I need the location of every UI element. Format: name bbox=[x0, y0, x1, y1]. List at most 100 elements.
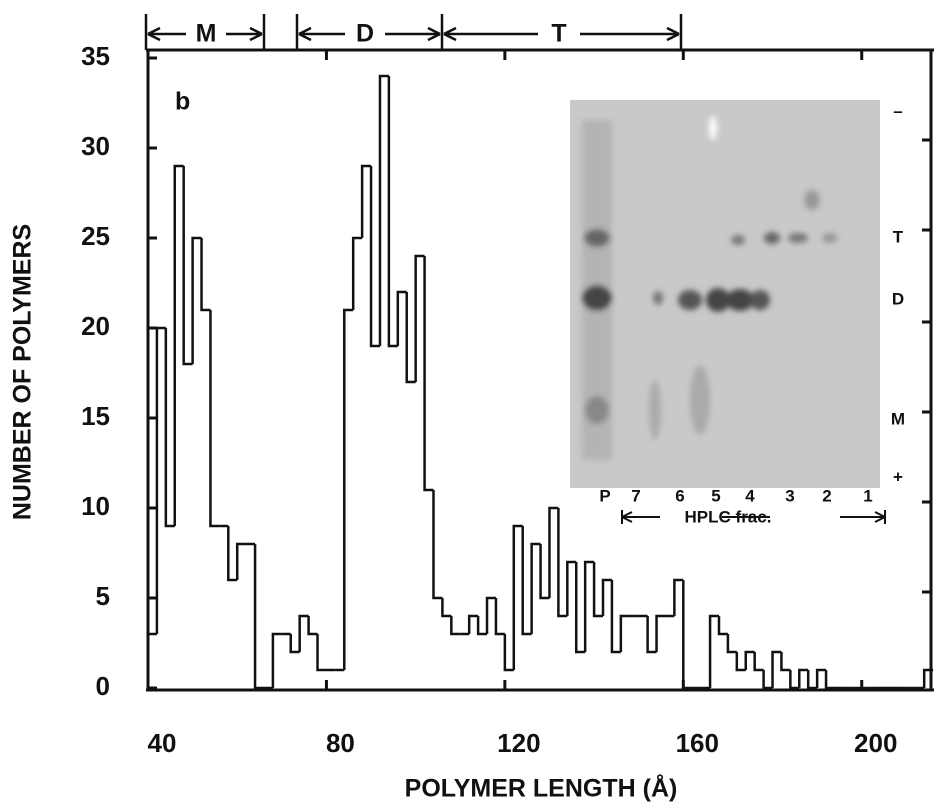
histogram-step bbox=[655, 614, 666, 652]
histogram-step bbox=[708, 614, 719, 688]
histogram-step bbox=[503, 634, 514, 672]
histogram-step bbox=[343, 308, 354, 670]
gel-lane-label: 5 bbox=[711, 486, 720, 505]
gel-marker-label: – bbox=[893, 101, 902, 120]
x-tick-label: 160 bbox=[676, 728, 719, 758]
y-tick-label: 30 bbox=[81, 131, 110, 161]
gel-marker-label: + bbox=[893, 467, 903, 486]
histogram-step bbox=[512, 524, 523, 670]
histogram-step bbox=[485, 596, 496, 634]
histogram-step bbox=[298, 614, 309, 652]
histogram-step bbox=[369, 166, 380, 348]
gel-arrow bbox=[621, 510, 886, 524]
bracket-label: T bbox=[551, 20, 566, 48]
histogram-step bbox=[378, 74, 389, 346]
gel-marker-label: D bbox=[892, 289, 904, 308]
histogram-step bbox=[182, 166, 193, 366]
y-axis-title: NUMBER OF POLYMERS bbox=[9, 224, 37, 520]
histogram-step bbox=[530, 542, 541, 634]
gel-lane-label: P bbox=[599, 486, 610, 505]
histogram-step bbox=[762, 670, 773, 690]
histogram-step bbox=[414, 254, 425, 382]
x-tick-label: 40 bbox=[148, 728, 177, 758]
histogram-step bbox=[557, 508, 568, 618]
histogram-step bbox=[922, 668, 934, 688]
histogram-step bbox=[735, 652, 746, 672]
histogram-step bbox=[351, 236, 363, 310]
histogram-step bbox=[815, 668, 827, 688]
histogram-step bbox=[789, 670, 800, 690]
histogram-step bbox=[227, 526, 238, 582]
histogram-step bbox=[521, 526, 532, 636]
histogram-step bbox=[405, 292, 416, 384]
histogram-step bbox=[574, 562, 586, 654]
y-tick-label: 15 bbox=[81, 401, 110, 431]
gel-lane-label: 4 bbox=[745, 486, 755, 505]
histogram-step bbox=[771, 650, 782, 688]
gel-marker-label: M bbox=[891, 409, 905, 428]
histogram-step bbox=[253, 544, 264, 690]
y-tick-label: 10 bbox=[81, 491, 110, 521]
histogram-step bbox=[673, 578, 684, 616]
histogram-step bbox=[396, 290, 407, 346]
histogram-step bbox=[806, 670, 818, 690]
histogram-step bbox=[717, 616, 728, 636]
histogram-step bbox=[592, 562, 604, 618]
histogram-step bbox=[387, 76, 398, 348]
histogram-step bbox=[798, 668, 809, 688]
brackets bbox=[144, 14, 683, 50]
gel-caption-bg bbox=[770, 507, 840, 527]
histogram-step bbox=[494, 598, 505, 636]
histogram-step bbox=[610, 580, 621, 654]
histogram-step bbox=[539, 544, 550, 600]
histogram-step bbox=[780, 652, 791, 672]
histogram-step bbox=[441, 598, 452, 618]
right-ticks bbox=[922, 138, 931, 594]
gel-bands bbox=[582, 116, 838, 460]
bracket-label: M bbox=[196, 20, 217, 48]
histogram-step bbox=[155, 326, 166, 634]
histogram-step bbox=[619, 614, 630, 652]
gel-lane-label: 6 bbox=[675, 486, 684, 505]
histogram-step bbox=[164, 328, 175, 528]
histogram-step bbox=[271, 632, 282, 688]
histogram-step bbox=[432, 490, 443, 600]
y-tick-label: 20 bbox=[81, 311, 110, 341]
gel-inset: HPLC frac. bbox=[570, 100, 931, 594]
histogram-step bbox=[646, 616, 657, 654]
histogram-step bbox=[744, 650, 755, 670]
histogram-step bbox=[450, 616, 461, 636]
histogram-step bbox=[289, 634, 300, 654]
bracket-label: D bbox=[356, 20, 374, 48]
histogram-step bbox=[726, 634, 737, 654]
histogram-step bbox=[548, 506, 559, 598]
histogram-step bbox=[191, 236, 202, 364]
histogram-step bbox=[682, 580, 693, 690]
gel-caption-bg bbox=[660, 507, 722, 527]
histogram-step bbox=[467, 614, 479, 634]
histogram-step bbox=[423, 256, 434, 492]
x-tick-label: 120 bbox=[497, 728, 540, 758]
gel-marker-label: T bbox=[893, 227, 904, 246]
histogram-step bbox=[360, 164, 372, 238]
gel-lane-label: 7 bbox=[631, 486, 640, 505]
histogram-step bbox=[200, 238, 211, 312]
gel-caption: HPLC frac. bbox=[685, 507, 772, 526]
histogram-step bbox=[146, 632, 157, 688]
gel-lane-label: 3 bbox=[785, 486, 794, 505]
histogram-step bbox=[307, 616, 318, 636]
histogram-step bbox=[824, 670, 835, 690]
histogram-step bbox=[601, 578, 612, 616]
gel-lane-label: 2 bbox=[822, 486, 831, 505]
gel-lane-label: 1 bbox=[863, 486, 872, 505]
histogram-step bbox=[209, 310, 220, 528]
histogram-step bbox=[753, 652, 764, 672]
x-axis-title: POLYMER LENGTH (Å) bbox=[405, 774, 678, 803]
histogram-step bbox=[316, 634, 327, 672]
histogram-step bbox=[235, 542, 247, 580]
y-tick-label: 35 bbox=[81, 41, 110, 71]
x-tick-label: 200 bbox=[854, 728, 897, 758]
histogram-step bbox=[476, 616, 488, 636]
